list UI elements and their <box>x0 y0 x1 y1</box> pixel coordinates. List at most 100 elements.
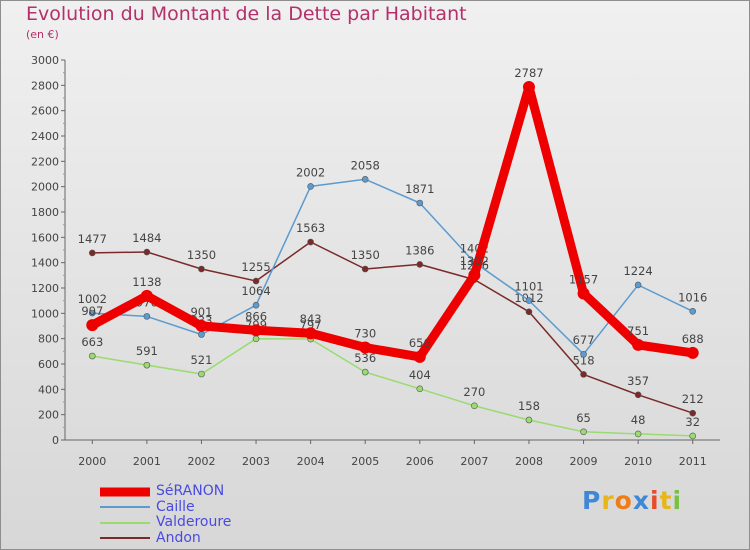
data-point-0 <box>468 269 481 282</box>
data-label: 663 <box>81 335 103 349</box>
y-tick-label: 2800 <box>31 79 59 92</box>
legend-swatch-caille <box>100 506 150 509</box>
data-label: 1157 <box>569 272 598 286</box>
legend-label-andon: Andon <box>156 529 201 546</box>
legend-item-andon: Andon <box>100 529 231 547</box>
x-tick-label: 2000 <box>78 455 106 468</box>
series-line-3 <box>91 241 694 414</box>
series-line-2 <box>91 338 694 437</box>
y-tick-label: 0 <box>52 434 59 447</box>
data-point-2 <box>689 432 697 440</box>
data-point-3 <box>198 265 205 273</box>
data-point-0 <box>359 341 372 354</box>
y-tick-label: 2600 <box>31 105 59 118</box>
data-label: 521 <box>190 353 212 367</box>
data-point-0 <box>140 289 153 302</box>
data-label: 1016 <box>678 290 707 304</box>
y-tick-label: 600 <box>38 358 59 371</box>
data-point-1 <box>634 281 642 289</box>
data-point-3 <box>361 265 369 273</box>
data-point-3 <box>88 249 96 257</box>
chart-subtitle: (en €) <box>26 28 59 41</box>
data-point-3 <box>689 409 697 417</box>
data-point-3 <box>143 248 151 256</box>
y-tick-label: 1200 <box>31 282 59 295</box>
x-tick-label: 2005 <box>351 455 379 468</box>
logo-letter: i <box>650 486 660 515</box>
data-label: 1477 <box>78 232 107 246</box>
legend-item-valderoure: Valderoure <box>100 514 232 531</box>
legend-swatch-andon <box>100 537 150 540</box>
data-point-1 <box>252 301 260 309</box>
data-point-1 <box>307 183 314 190</box>
data-label: 1002 <box>78 292 107 306</box>
logo-letter: x <box>632 486 650 515</box>
data-point-2 <box>252 335 260 343</box>
proxiti-logo: Proxiti <box>582 486 682 515</box>
x-tick-label: 2010 <box>624 455 652 468</box>
data-point-2 <box>471 402 478 410</box>
x-tick-label: 2006 <box>406 455 434 468</box>
data-point-3 <box>580 371 587 378</box>
data-label: 1871 <box>405 182 434 196</box>
data-label: 1101 <box>514 280 543 294</box>
logo-letter: r <box>601 486 615 515</box>
data-point-1 <box>361 176 369 183</box>
data-label: 212 <box>682 392 704 406</box>
data-label: 48 <box>631 413 646 427</box>
data-label: 907 <box>81 304 103 318</box>
data-label: 866 <box>245 309 267 323</box>
y-tick-label: 200 <box>38 409 59 422</box>
logo-letter: t <box>659 486 673 515</box>
data-point-0 <box>632 338 645 351</box>
data-point-2 <box>88 352 96 360</box>
y-tick-label: 1800 <box>31 206 59 219</box>
data-point-1 <box>198 331 205 338</box>
data-point-1 <box>689 308 697 315</box>
data-point-2 <box>361 368 369 376</box>
data-point-2 <box>416 385 424 393</box>
x-tick-label: 2004 <box>297 455 325 468</box>
legend-label-valderoure: Valderoure <box>156 514 232 530</box>
data-point-2 <box>143 361 151 369</box>
data-label: 2002 <box>296 165 325 179</box>
data-label: 688 <box>682 332 704 346</box>
data-label: 1350 <box>351 248 380 262</box>
data-label: 730 <box>354 327 376 341</box>
legend: SéRANON Caille Valderoure Andon <box>100 483 232 547</box>
y-tick-label: 1600 <box>31 231 59 244</box>
data-point-1 <box>143 313 151 320</box>
x-tick-label: 2007 <box>460 455 488 468</box>
legend-item-caille: Caille <box>100 499 231 516</box>
data-label: 1350 <box>187 248 216 262</box>
data-point-3 <box>307 238 314 246</box>
data-label: 751 <box>627 324 649 338</box>
x-tick-label: 2008 <box>515 455 543 468</box>
series-line-1 <box>91 178 694 355</box>
y-tick-label: 2200 <box>31 155 59 168</box>
data-label: 1138 <box>132 275 161 289</box>
data-point-1 <box>416 199 424 207</box>
series-line-0 <box>87 82 698 362</box>
data-point-3 <box>634 391 642 399</box>
data-point-3 <box>525 308 533 316</box>
data-point-0 <box>686 346 699 359</box>
data-label: 404 <box>409 368 431 382</box>
data-point-1 <box>580 350 587 358</box>
data-label: 1302 <box>460 254 489 268</box>
data-point-0 <box>86 319 99 332</box>
y-tick-label: 2400 <box>31 130 59 143</box>
data-label: 1386 <box>405 243 434 257</box>
data-point-0 <box>522 80 535 93</box>
data-label: 65 <box>576 411 591 425</box>
legend-label-seranon: SéRANON <box>156 483 225 499</box>
data-point-0 <box>195 319 208 332</box>
data-label: 2787 <box>514 66 543 80</box>
y-tick-label: 1400 <box>31 257 59 270</box>
legend-swatch-seranon <box>100 487 150 497</box>
data-point-0 <box>250 324 263 337</box>
data-point-0 <box>577 287 590 300</box>
logo-letter: i <box>672 486 683 515</box>
data-label: 270 <box>463 385 485 399</box>
data-label: 1255 <box>241 260 270 274</box>
